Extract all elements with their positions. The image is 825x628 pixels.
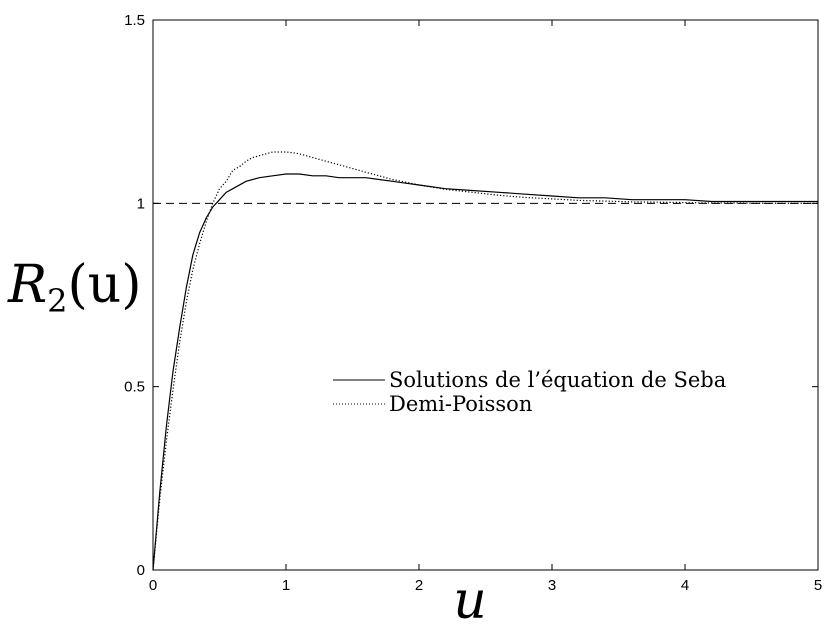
y-tick-label: 0.5 [124,379,145,396]
y-tick-label: 0 [137,562,145,579]
series-line-demi-poisson [152,151,818,571]
series-line-seba [152,173,818,571]
plot-frame [152,19,819,571]
x-tick-label: 3 [548,577,556,594]
y-tick-label: 1 [137,195,145,212]
x-tick-label: 4 [681,577,689,594]
y-axis-title-subscript: 2 [47,282,67,320]
x-tick-label: 1 [282,577,290,594]
y-axis-title-argument: (u) [68,255,142,315]
x-tick-label: 5 [814,577,822,594]
legend-label-demi-poisson: Demi-Poisson [389,392,532,416]
x-axis-title: u [453,571,487,628]
y-axis-title: R2(u) [7,255,142,320]
axis-ticks: 0 1 2 3 4 5 0 0.5 1 1.5 [124,12,822,594]
x-tick-label: 0 [149,577,157,594]
y-tick-label: 1.5 [124,12,145,29]
legend: Solutions de l’équation de Seba Demi-Poi… [333,368,726,416]
legend-label-seba: Solutions de l’équation de Seba [389,368,726,392]
series-group [152,151,818,571]
y-axis-title-main: R [7,255,47,315]
x-tick-label: 2 [415,577,423,594]
